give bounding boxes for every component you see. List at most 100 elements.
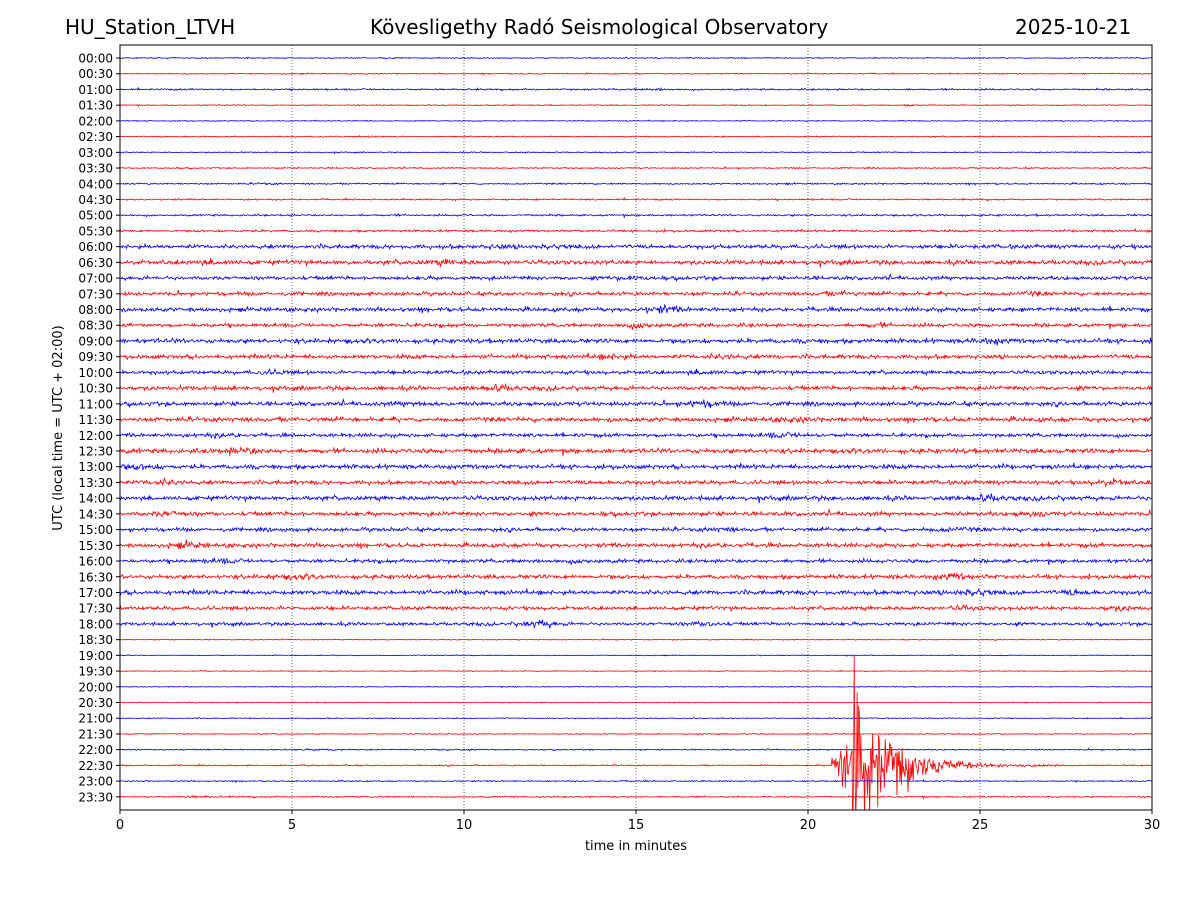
y-tick-label: 16:00 (78, 555, 113, 569)
trace-2130 (120, 732, 1152, 737)
y-tick-label: 23:30 (78, 790, 113, 804)
y-tick-label: 18:30 (78, 633, 113, 647)
y-tick-label: 12:00 (78, 429, 113, 443)
trace-1130 (120, 415, 1152, 425)
trace-2030 (120, 701, 1152, 704)
y-tick-label: 19:00 (78, 649, 113, 663)
y-tick-label: 11:30 (78, 413, 113, 427)
y-tick-label: 14:00 (78, 492, 113, 506)
trace-1330 (120, 476, 1152, 488)
y-tick-label: 20:30 (78, 696, 113, 710)
y-tick-label: 10:00 (78, 366, 113, 380)
y-tick-label: 07:30 (78, 287, 113, 301)
trace-0330 (120, 165, 1152, 170)
y-tick-label: 18:00 (78, 617, 113, 631)
trace-0800 (120, 303, 1152, 315)
trace-2000 (120, 685, 1152, 689)
x-tick-label: 0 (116, 818, 124, 833)
trace-1200 (120, 431, 1152, 440)
trace-1530 (120, 539, 1152, 550)
y-tick-label: 08:30 (78, 319, 113, 333)
station-name: HU_Station_LTVH (65, 15, 236, 39)
trace-1700 (120, 587, 1152, 598)
trace-0030 (120, 72, 1152, 76)
y-tick-label: 08:00 (78, 303, 113, 317)
y-tick-label: 03:00 (78, 146, 113, 160)
trace-0530 (120, 227, 1152, 234)
y-tick-label: 05:00 (78, 209, 113, 223)
trace-0700 (120, 272, 1152, 283)
trace-0630 (120, 258, 1152, 268)
trace-1900 (120, 654, 1152, 657)
y-tick-label: 20:00 (78, 680, 113, 694)
y-tick-label: 15:30 (78, 539, 113, 553)
trace-0230 (120, 135, 1152, 139)
y-tick-label: 12:30 (78, 445, 113, 459)
y-tick-label: 05:30 (78, 224, 113, 238)
x-axis: 0 5 10 15 20 25 30 (116, 810, 1160, 833)
trace-1630 (120, 572, 1152, 582)
grid-lines (291, 45, 981, 810)
trace-1000 (120, 367, 1152, 377)
y-tick-label: 14:30 (78, 507, 113, 521)
trace-1030 (120, 383, 1152, 393)
y-tick-label: 06:00 (78, 240, 113, 254)
y-tick-label: 04:00 (78, 177, 113, 191)
y-tick-label: 02:00 (78, 114, 113, 128)
trace-1800 (120, 619, 1152, 629)
trace-1100 (120, 398, 1152, 410)
y-tick-label: 13:30 (78, 476, 113, 490)
y-tick-label: 19:30 (78, 665, 113, 679)
trace-0900 (120, 336, 1152, 346)
x-tick-label: 25 (972, 818, 989, 833)
trace-group (120, 56, 1152, 810)
trace-0930 (120, 352, 1152, 362)
chart-title: Kövesligethy Radó Seismological Observat… (370, 15, 829, 39)
trace-1230 (120, 446, 1152, 457)
trace-2230 (120, 655, 1152, 810)
trace-1300 (120, 462, 1152, 472)
trace-0130 (120, 103, 1152, 108)
x-tick-label: 5 (288, 818, 296, 833)
trace-1930 (120, 669, 1152, 673)
y-tick-label: 03:30 (78, 162, 113, 176)
trace-0500 (120, 212, 1152, 219)
x-tick-label: 20 (800, 818, 817, 833)
trace-0300 (120, 150, 1152, 155)
trace-2300 (120, 778, 1152, 784)
y-tick-label: 22:00 (78, 743, 113, 757)
y-tick-label: 15:00 (78, 523, 113, 537)
y-axis-label: UTC (local time = UTC + 02:00) (51, 325, 66, 530)
y-tick-label: 10:30 (78, 382, 113, 396)
y-tick-label: 00:30 (78, 67, 113, 81)
trace-0200 (120, 119, 1152, 123)
trace-2100 (120, 716, 1152, 720)
y-tick-label: 00:00 (78, 52, 113, 66)
x-tick-label: 30 (1144, 818, 1161, 833)
trace-2330 (120, 794, 1152, 800)
trace-1400 (120, 493, 1152, 504)
x-tick-label: 10 (456, 818, 473, 833)
y-tick-label: 07:00 (78, 272, 113, 286)
y-tick-label: 22:30 (78, 759, 113, 773)
y-tick-label: 21:00 (78, 712, 113, 726)
trace-0000 (120, 56, 1152, 60)
trace-0400 (120, 181, 1152, 187)
y-tick-label: 01:30 (78, 99, 113, 113)
trace-2200 (120, 747, 1152, 752)
trace-0830 (120, 321, 1152, 330)
trace-1600 (120, 556, 1152, 566)
chart-date: 2025-10-21 (1015, 15, 1132, 39)
trace-0430 (120, 196, 1152, 202)
y-tick-label: 02:30 (78, 130, 113, 144)
y-tick-label: 13:00 (78, 460, 113, 474)
y-tick-label: 17:00 (78, 586, 113, 600)
y-tick-label: 23:00 (78, 775, 113, 789)
trace-1430 (120, 508, 1152, 519)
y-tick-label: 17:30 (78, 602, 113, 616)
y-tick-label: 09:30 (78, 350, 113, 364)
trace-1500 (120, 525, 1152, 534)
trace-0100 (120, 86, 1152, 92)
